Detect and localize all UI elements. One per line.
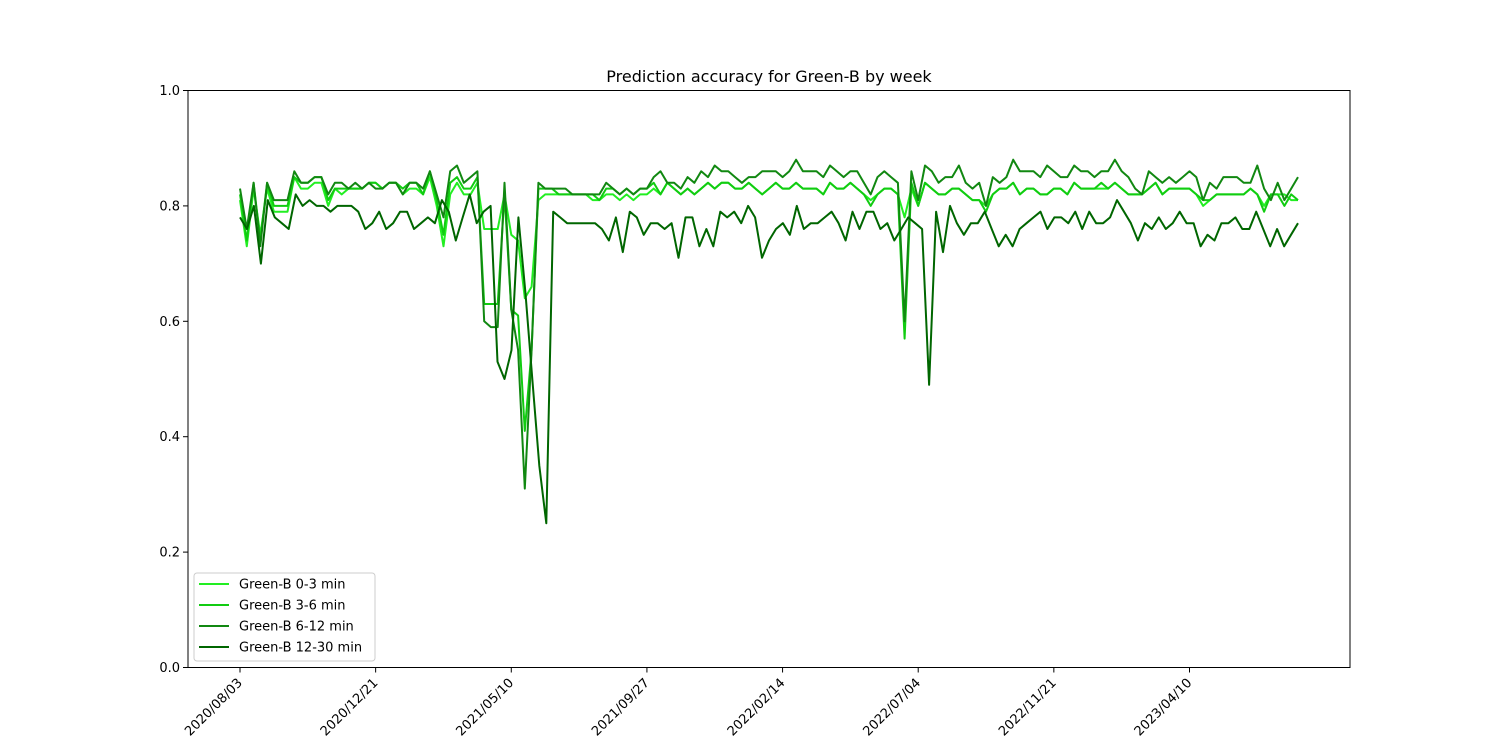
legend: Green-B 0-3 min Green-B 3-6 min Green-B 6-… [193,572,376,662]
legend-label: Green-B 0-3 min [239,578,346,593]
legend-label: Green-B 6-12 min [239,620,354,635]
legend-label: Green-B 3-6 min [239,599,346,614]
legend-label: Green-B 12-30 min [239,641,362,656]
plot-area-frame [187,90,1351,668]
legend-box [193,572,376,662]
x-axis: 2020/08/03 2020/12/21 2021/05/10 2021/09/27… [182,667,1196,740]
y-tick-label: 0.4 [159,430,180,445]
series-line-3 [239,193,1299,525]
x-tick-label: 2022/07/04 [860,676,924,740]
x-tick-label: 2022/02/14 [725,676,789,740]
series-line-1 [239,170,1299,432]
x-tick-label: 2020/12/21 [318,676,382,740]
y-tick-label: 1.0 [159,84,180,99]
x-tick-label: 2020/08/03 [182,676,246,740]
x-tick-label: 2022/11/21 [996,676,1060,740]
series-line-2 [239,158,1299,490]
y-tick-label: 0.2 [159,546,180,561]
x-tick-label: 2021/05/10 [454,676,518,740]
series-layer [239,158,1299,525]
y-tick-label: 0.8 [159,199,180,214]
x-tick-label: 2021/09/27 [589,676,653,740]
y-axis: 0.0 0.2 0.4 0.6 0.8 1.0 [159,84,188,676]
y-tick-label: 0.6 [159,315,180,330]
y-tick-label: 0.0 [159,661,180,676]
x-tick-label: 2023/04/10 [1132,676,1196,740]
chart-title: Prediction accuracy for Green-B by week [606,67,932,86]
